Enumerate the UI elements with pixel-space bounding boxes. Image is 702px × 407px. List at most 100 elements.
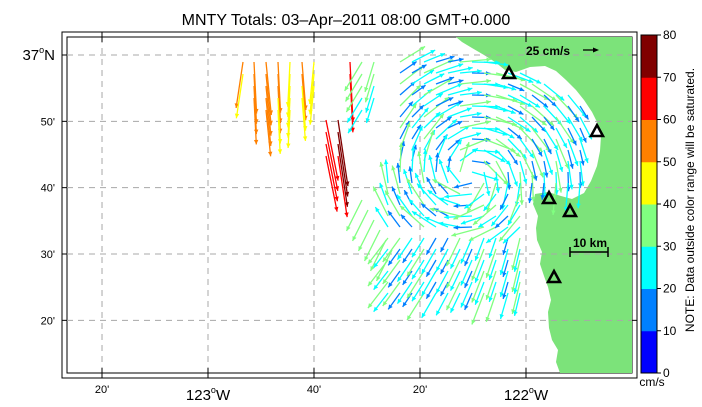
current-vector-head <box>367 303 373 309</box>
current-vector-head <box>457 83 463 88</box>
current-vector-head <box>427 190 433 195</box>
current-vector <box>301 73 307 121</box>
current-vector-head <box>562 142 567 148</box>
current-vector-head <box>569 184 574 190</box>
graticule <box>62 32 637 378</box>
current-vector <box>411 210 437 228</box>
current-vector-head <box>450 285 455 291</box>
colorbar-segment <box>641 246 657 289</box>
current-vector-head <box>531 196 536 202</box>
current-vector <box>287 109 291 148</box>
current-vector-head <box>485 120 491 125</box>
current-vector-head <box>385 190 390 196</box>
current-vector-head <box>447 156 452 162</box>
current-vector-head <box>464 304 469 310</box>
current-vector <box>495 72 526 82</box>
current-vector <box>531 105 555 127</box>
current-vector-head <box>415 173 420 179</box>
current-vector-head <box>471 297 476 303</box>
current-vector <box>309 85 315 125</box>
current-vector-head <box>453 225 459 230</box>
current-vector-head <box>458 100 464 105</box>
current-vector-head <box>511 309 516 314</box>
current-vector-head <box>454 184 460 189</box>
current-vector-head <box>402 257 407 263</box>
current-vector <box>460 259 473 286</box>
reference-vector-arrowhead <box>593 47 599 53</box>
colorbar-segment <box>641 161 657 205</box>
current-vector <box>432 178 461 195</box>
current-vector <box>363 229 381 262</box>
radar-site-marker <box>540 189 558 205</box>
current-vector <box>485 270 497 300</box>
current-vector-head <box>440 291 445 297</box>
current-vector <box>265 109 272 157</box>
current-vector-head <box>400 214 406 220</box>
current-vector-head <box>548 169 553 175</box>
current-vector <box>277 109 281 154</box>
current-vector <box>435 101 462 118</box>
current-vector-head <box>466 107 472 112</box>
current-vector-head <box>415 84 421 90</box>
current-vector-head <box>507 220 513 226</box>
current-vector-head <box>502 271 507 277</box>
current-vector-head <box>516 134 522 140</box>
current-vector <box>406 292 425 321</box>
current-vector-head <box>511 86 517 91</box>
current-vector-head <box>421 203 427 209</box>
current-vector <box>345 85 363 113</box>
colorbar-tick-label: 20 <box>663 282 677 296</box>
current-vector-head <box>465 142 470 148</box>
current-vector-head <box>373 306 379 312</box>
current-vector-head <box>334 196 339 202</box>
current-vector-head <box>286 143 291 148</box>
current-vector <box>405 177 425 206</box>
current-vector-head <box>422 149 428 154</box>
current-vector-head <box>488 296 493 302</box>
colorbar-segment <box>641 288 657 332</box>
current-vector <box>471 292 485 325</box>
current-vector-head <box>417 151 422 157</box>
current-vector-head <box>399 205 405 211</box>
current-vector-head <box>542 193 548 199</box>
current-vector-head <box>502 249 507 255</box>
current-vector <box>471 270 485 303</box>
current-vector <box>309 73 315 115</box>
current-vector-head <box>334 186 340 191</box>
current-vector <box>265 97 272 147</box>
current-vector <box>511 281 521 315</box>
current-vector <box>423 78 453 96</box>
current-vector-head <box>528 78 534 83</box>
current-vector-head <box>544 172 549 178</box>
current-vector <box>301 61 307 111</box>
current-vector-head <box>564 163 569 169</box>
current-vector-head <box>471 275 476 281</box>
current-vector-head <box>406 178 411 184</box>
current-vector <box>382 259 401 285</box>
current-vector-head <box>537 151 543 157</box>
current-vector-head <box>430 50 436 55</box>
current-vector-head <box>527 102 533 107</box>
current-vector <box>365 85 375 113</box>
current-vector-head <box>444 194 450 199</box>
current-vector <box>435 63 464 74</box>
current-vector-head <box>549 125 555 131</box>
current-vector-head <box>460 280 465 286</box>
current-vector-head <box>364 255 369 261</box>
lat-label: 30' <box>41 249 55 261</box>
current-vector-head <box>408 199 414 204</box>
current-vector-head <box>503 180 508 185</box>
current-vector-head <box>334 206 339 212</box>
current-vector-head <box>253 139 259 145</box>
current-vector-head <box>267 151 273 157</box>
current-vector <box>495 138 521 158</box>
colorbar-tick-label: 50 <box>663 155 677 169</box>
current-vector-head <box>406 122 411 128</box>
current-vector-head <box>534 103 540 108</box>
current-vector-head <box>391 165 396 171</box>
current-vector-head <box>358 245 363 251</box>
current-vector <box>565 182 569 212</box>
current-vector-head <box>584 158 589 163</box>
current-vector <box>367 281 389 309</box>
current-vector-head <box>467 66 473 71</box>
